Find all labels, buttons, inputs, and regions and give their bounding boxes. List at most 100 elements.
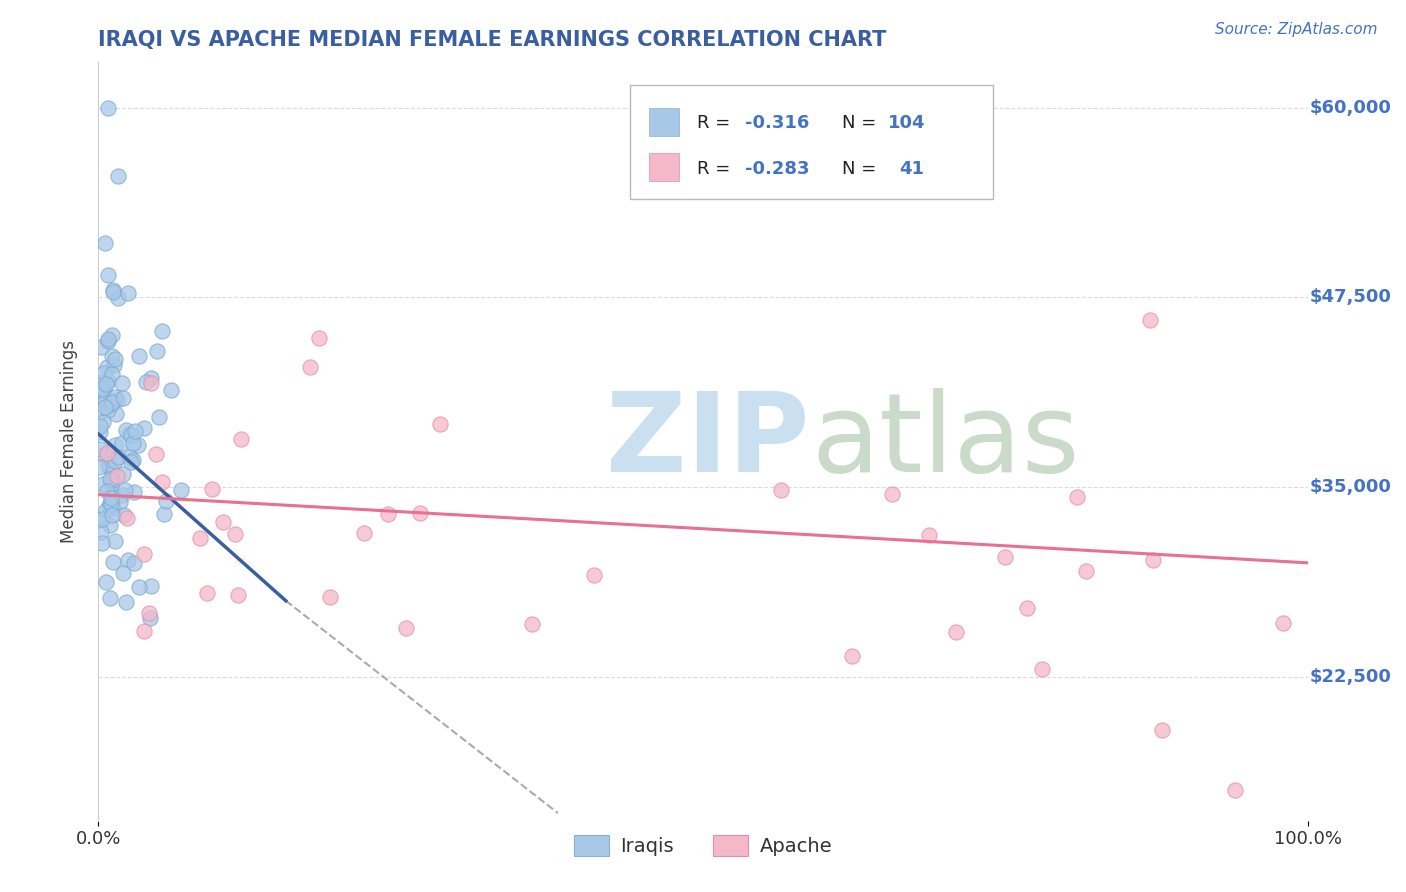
Point [91, 511, 114, 525]
Point [139, 376, 162, 391]
Point [97, 459, 120, 474]
Point [111, 391, 134, 405]
Point [120, 427, 142, 442]
Text: R =: R = [697, 160, 735, 178]
Point [150, 475, 173, 489]
Point [395, 621, 418, 635]
Point [1271, 615, 1294, 630]
Point [409, 506, 432, 520]
Point [124, 424, 146, 438]
Point [139, 611, 162, 625]
Point [101, 508, 124, 522]
Point [128, 349, 150, 363]
Point [120, 450, 142, 464]
FancyBboxPatch shape [630, 85, 993, 199]
Point [104, 454, 127, 468]
Point [94, 392, 117, 407]
Point [170, 483, 193, 497]
Point [111, 376, 134, 390]
FancyBboxPatch shape [648, 153, 679, 181]
Point [89, 442, 111, 456]
Point [319, 590, 342, 604]
Point [103, 351, 125, 366]
Point [101, 466, 124, 480]
Point [139, 370, 162, 384]
Point [224, 527, 246, 541]
Text: R =: R = [697, 114, 735, 132]
Point [122, 453, 145, 467]
FancyBboxPatch shape [648, 108, 679, 136]
Point [1152, 723, 1174, 737]
Text: ZIP: ZIP [606, 388, 810, 495]
Point [841, 649, 863, 664]
Text: N =: N = [842, 114, 882, 132]
Point [1066, 490, 1088, 504]
Point [93, 477, 115, 491]
Point [100, 497, 122, 511]
Point [145, 344, 167, 359]
Point [94, 400, 117, 414]
Point [101, 473, 124, 487]
Point [122, 485, 145, 500]
Point [87, 513, 110, 527]
Point [1031, 662, 1053, 676]
Point [103, 487, 125, 501]
Point [97, 268, 120, 282]
Point [89, 524, 111, 539]
Point [155, 493, 177, 508]
Point [226, 588, 249, 602]
Point [98, 496, 121, 510]
Point [96, 445, 118, 459]
Point [96, 574, 118, 589]
Point [882, 487, 904, 501]
Point [111, 435, 134, 450]
Point [97, 101, 120, 115]
Point [96, 360, 118, 375]
Point [101, 500, 124, 515]
Point [100, 491, 122, 505]
Point [115, 423, 138, 437]
Point [150, 324, 173, 338]
Point [1223, 783, 1246, 797]
Point [97, 500, 120, 514]
Point [94, 394, 117, 409]
Point [112, 508, 135, 522]
Point [104, 438, 127, 452]
Text: IRAQI VS APACHE MEDIAN FEMALE EARNINGS CORRELATION CHART: IRAQI VS APACHE MEDIAN FEMALE EARNINGS C… [98, 29, 887, 50]
Point [89, 459, 111, 474]
Point [1142, 553, 1164, 567]
Point [100, 349, 122, 363]
Point [93, 448, 115, 462]
Point [97, 334, 120, 348]
Point [101, 283, 124, 297]
Point [132, 624, 155, 638]
Text: Source: ZipAtlas.com: Source: ZipAtlas.com [1215, 22, 1378, 37]
Point [429, 417, 451, 432]
Point [103, 358, 125, 372]
Point [111, 488, 134, 502]
Point [139, 579, 162, 593]
Legend: Iraqis, Apache: Iraqis, Apache [567, 827, 839, 864]
Text: $60,000: $60,000 [1310, 99, 1392, 117]
Point [96, 483, 118, 498]
Text: N =: N = [842, 160, 882, 178]
Point [201, 482, 224, 496]
Point [97, 457, 120, 471]
Point [104, 408, 127, 422]
Point [101, 555, 124, 569]
Point [1074, 564, 1097, 578]
Point [100, 397, 122, 411]
Point [114, 483, 136, 497]
Point [117, 286, 139, 301]
Point [152, 507, 174, 521]
Point [160, 383, 183, 397]
Point [98, 518, 121, 533]
Point [117, 426, 139, 441]
Point [90, 382, 112, 396]
Point [93, 366, 115, 380]
Point [112, 467, 135, 481]
Point [101, 395, 124, 409]
Point [115, 595, 138, 609]
Point [945, 625, 967, 640]
Point [994, 549, 1017, 564]
